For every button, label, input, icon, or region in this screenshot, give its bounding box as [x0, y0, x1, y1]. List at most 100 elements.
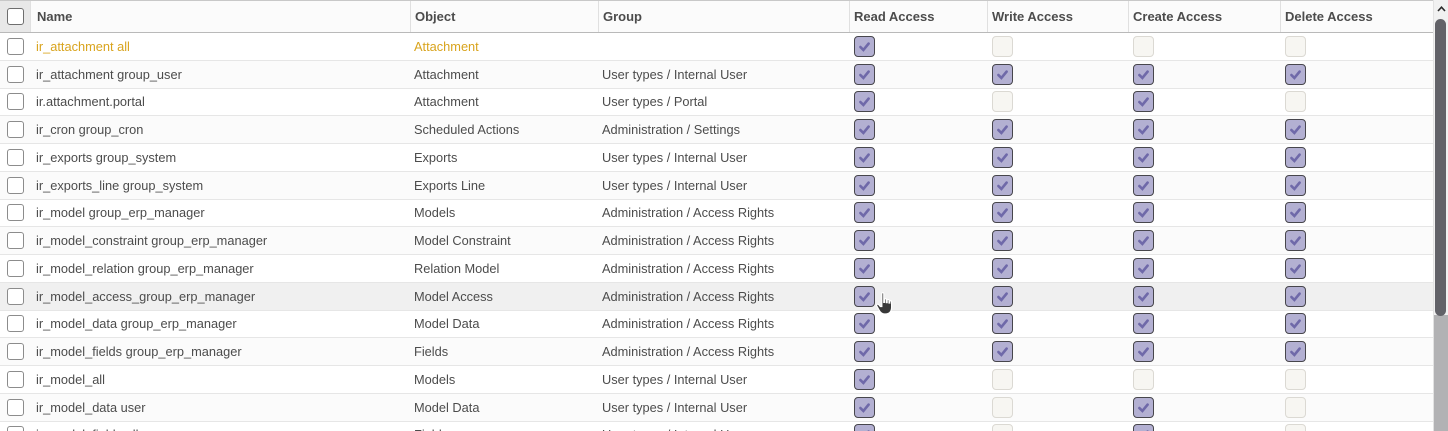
read-access-checkbox[interactable]	[854, 174, 875, 196]
read-access-checkbox[interactable]	[854, 368, 875, 390]
create-access-checkbox[interactable]	[1133, 257, 1154, 279]
scroll-up-arrow-icon[interactable]	[1434, 3, 1448, 15]
write-access-checkbox[interactable]	[992, 396, 1013, 418]
row-select-checkbox[interactable]	[6, 148, 24, 166]
write-access-checkbox[interactable]	[992, 257, 1013, 279]
read-access-checkbox[interactable]	[854, 91, 875, 113]
delete-access-checkbox[interactable]	[1285, 202, 1306, 224]
delete-access-checkbox[interactable]	[1285, 257, 1306, 279]
table-row[interactable]: ir_exports_line group_system Exports Lin…	[0, 171, 1433, 200]
write-access-checkbox[interactable]	[992, 424, 1013, 431]
row-select-checkbox[interactable]	[6, 370, 24, 388]
create-access-checkbox[interactable]	[1133, 119, 1154, 141]
row-select-checkbox[interactable]	[6, 37, 24, 55]
column-header-read-access[interactable]: Read Access	[849, 1, 987, 32]
read-access-checkbox[interactable]	[854, 396, 875, 418]
table-row[interactable]: ir_model_all Models User types / Interna…	[0, 366, 1433, 394]
row-select-checkbox[interactable]	[6, 426, 24, 431]
column-header-write-access[interactable]: Write Access	[987, 1, 1128, 32]
column-header-object[interactable]: Object	[410, 1, 598, 32]
row-select-checkbox[interactable]	[6, 315, 24, 333]
delete-access-checkbox[interactable]	[1285, 424, 1306, 431]
delete-access-checkbox[interactable]	[1285, 230, 1306, 252]
delete-access-checkbox[interactable]	[1285, 396, 1306, 418]
read-access-checkbox[interactable]	[854, 257, 875, 279]
read-access-checkbox[interactable]	[854, 230, 875, 252]
create-access-checkbox[interactable]	[1133, 285, 1154, 307]
table-row[interactable]: ir_model_fields group_erp_manager Fields…	[0, 338, 1433, 366]
write-access-checkbox[interactable]	[992, 146, 1013, 168]
read-access-checkbox[interactable]	[854, 424, 875, 431]
create-access-checkbox[interactable]	[1133, 230, 1154, 252]
row-select-checkbox[interactable]	[6, 343, 24, 361]
table-row[interactable]: ir_model group_erp_manager Models Admini…	[0, 199, 1433, 228]
table-row[interactable]: ir_model_access_group_erp_manager Model …	[0, 282, 1433, 311]
column-header-name[interactable]: Name	[30, 1, 410, 32]
table-row[interactable]: ir_cron group_cron Scheduled Actions Adm…	[0, 116, 1433, 144]
select-all-checkbox[interactable]	[6, 8, 24, 25]
create-access-checkbox[interactable]	[1133, 368, 1154, 390]
create-access-checkbox[interactable]	[1133, 174, 1154, 196]
create-access-checkbox[interactable]	[1133, 146, 1154, 168]
table-row[interactable]: ir_attachment all Attachment	[0, 33, 1433, 61]
create-access-checkbox[interactable]	[1133, 63, 1154, 85]
write-access-checkbox[interactable]	[992, 202, 1013, 224]
create-access-checkbox[interactable]	[1133, 424, 1154, 431]
write-access-checkbox[interactable]	[992, 285, 1013, 307]
row-select-checkbox[interactable]	[6, 93, 24, 111]
row-select-checkbox[interactable]	[6, 398, 24, 416]
create-access-checkbox[interactable]	[1133, 313, 1154, 335]
create-access-checkbox[interactable]	[1133, 396, 1154, 418]
delete-access-checkbox[interactable]	[1285, 313, 1306, 335]
read-access-checkbox[interactable]	[854, 35, 875, 57]
read-access-checkbox[interactable]	[854, 313, 875, 335]
table-row[interactable]: ir_attachment group_user Attachment User…	[0, 60, 1433, 89]
write-access-checkbox[interactable]	[992, 119, 1013, 141]
write-access-checkbox[interactable]	[992, 230, 1013, 252]
write-access-checkbox[interactable]	[992, 91, 1013, 113]
table-row[interactable]: ir_model_fields all Fields User types / …	[0, 421, 1433, 431]
write-access-checkbox[interactable]	[992, 63, 1013, 85]
column-header-create-access[interactable]: Create Access	[1128, 1, 1280, 32]
table-row[interactable]: ir_model_relation group_erp_manager Rela…	[0, 255, 1433, 283]
scrollbar-thumb[interactable]	[1435, 19, 1446, 316]
row-select-checkbox[interactable]	[6, 65, 24, 83]
read-access-checkbox[interactable]	[854, 341, 875, 363]
write-access-checkbox[interactable]	[992, 341, 1013, 363]
table-row[interactable]: ir_exports group_system Exports User typ…	[0, 144, 1433, 172]
delete-access-checkbox[interactable]	[1285, 35, 1306, 57]
create-access-checkbox[interactable]	[1133, 341, 1154, 363]
row-select-checkbox[interactable]	[6, 287, 24, 305]
delete-access-checkbox[interactable]	[1285, 285, 1306, 307]
create-access-checkbox[interactable]	[1133, 35, 1154, 57]
read-access-checkbox[interactable]	[854, 146, 875, 168]
table-row[interactable]: ir.attachment.portal Attachment User typ…	[0, 88, 1433, 117]
create-access-checkbox[interactable]	[1133, 91, 1154, 113]
column-header-group[interactable]: Group	[598, 1, 849, 32]
create-access-checkbox[interactable]	[1133, 202, 1154, 224]
row-select-checkbox[interactable]	[6, 121, 24, 139]
delete-access-checkbox[interactable]	[1285, 368, 1306, 390]
read-access-checkbox[interactable]	[854, 285, 875, 307]
scrollbar-track-lower[interactable]	[1434, 315, 1448, 431]
read-access-checkbox[interactable]	[854, 202, 875, 224]
delete-access-checkbox[interactable]	[1285, 63, 1306, 85]
table-row[interactable]: ir_model_constraint group_erp_manager Mo…	[0, 227, 1433, 255]
write-access-checkbox[interactable]	[992, 174, 1013, 196]
vertical-scrollbar[interactable]	[1433, 0, 1448, 431]
row-select-checkbox[interactable]	[6, 204, 24, 222]
read-access-checkbox[interactable]	[854, 63, 875, 85]
write-access-checkbox[interactable]	[992, 35, 1013, 57]
write-access-checkbox[interactable]	[992, 368, 1013, 390]
row-select-checkbox[interactable]	[6, 176, 24, 194]
delete-access-checkbox[interactable]	[1285, 341, 1306, 363]
table-row[interactable]: ir_model_data group_erp_manager Model Da…	[0, 310, 1433, 339]
delete-access-checkbox[interactable]	[1285, 91, 1306, 113]
delete-access-checkbox[interactable]	[1285, 119, 1306, 141]
column-header-delete-access[interactable]: Delete Access	[1280, 1, 1433, 32]
delete-access-checkbox[interactable]	[1285, 174, 1306, 196]
write-access-checkbox[interactable]	[992, 313, 1013, 335]
table-row[interactable]: ir_model_data user Model Data User types…	[0, 393, 1433, 422]
read-access-checkbox[interactable]	[854, 119, 875, 141]
row-select-checkbox[interactable]	[6, 232, 24, 250]
